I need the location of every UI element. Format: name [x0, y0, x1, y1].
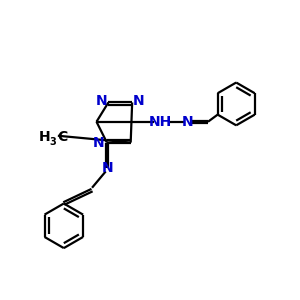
Text: N: N [96, 94, 108, 108]
Text: C: C [57, 130, 68, 144]
Text: N: N [102, 161, 113, 175]
Text: NH: NH [149, 115, 172, 129]
Text: H: H [39, 130, 50, 144]
Text: N: N [181, 115, 193, 129]
Text: 3: 3 [49, 137, 56, 147]
Text: N: N [93, 136, 104, 150]
Text: N: N [133, 94, 145, 108]
